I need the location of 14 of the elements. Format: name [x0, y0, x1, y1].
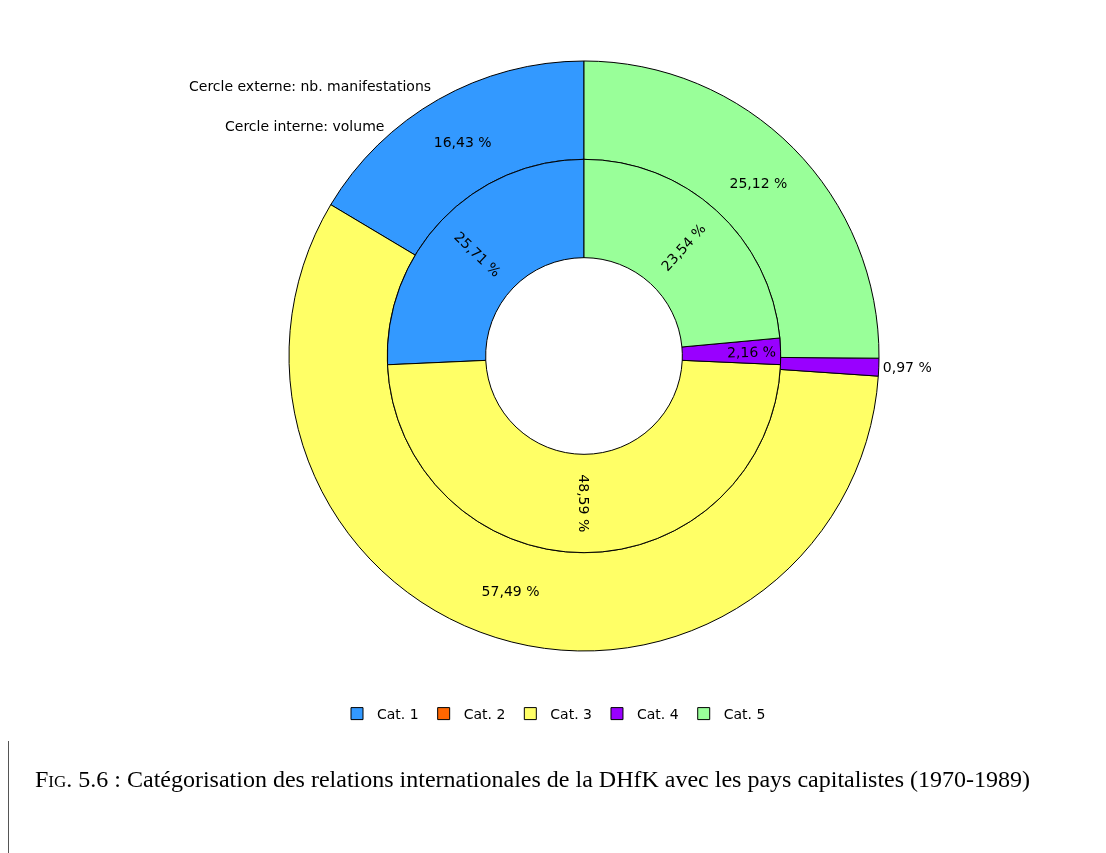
data-label: 2,16 % [726, 343, 777, 361]
data-label: 0,97 % [882, 359, 932, 376]
text: Cercle interne: volume [225, 118, 385, 134]
text: Fig. 5.6 : Catégorisation des relations internationales de la DHfK avec les pays capitalistes (1970-1989) [35, 765, 1032, 794]
legend-label: Cat. 2 [463, 706, 506, 723]
data-label: 57,49 % [481, 582, 540, 599]
data-label: 48,59 % [576, 474, 593, 533]
legend-label: Cat. 3 [550, 706, 592, 723]
text: Cercle externe: nb. manifestations [189, 78, 432, 94]
data-label: 25,12 % [729, 174, 788, 191]
legend-label: Cat. 4 [636, 706, 679, 723]
legend-label: Cat. 5 [723, 706, 766, 723]
data-label: 16,43 % [433, 134, 492, 151]
legend-label: Cat. 1 [377, 706, 419, 723]
